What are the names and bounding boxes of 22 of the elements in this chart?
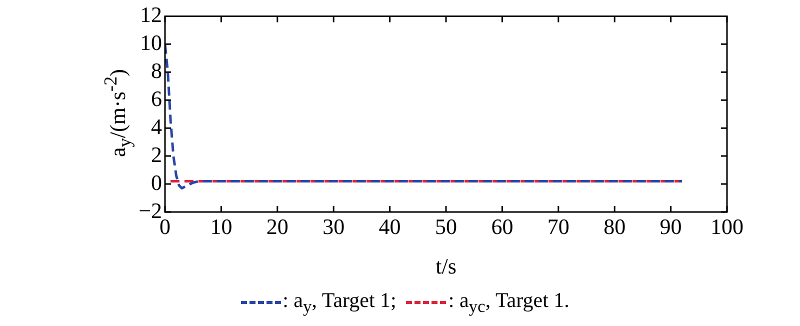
y-tick-label: 0 xyxy=(151,170,162,195)
line-series xyxy=(165,42,684,190)
x-tick-label: 100 xyxy=(710,214,744,239)
y-tick-label: 6 xyxy=(151,86,162,111)
y-tick-label: 10 xyxy=(140,30,162,55)
y-tick-label: 2 xyxy=(151,142,162,167)
x-tick-label: 40 xyxy=(378,214,401,239)
legend-label: : a$_{yc}$, Target 1. xyxy=(448,288,570,316)
x-axis-title: t/s xyxy=(436,254,456,279)
y-tick-label: 4 xyxy=(151,114,162,139)
x-tick-label: 50 xyxy=(435,214,457,239)
x-tick-label: 70 xyxy=(547,214,570,239)
y-tick-label: 8 xyxy=(151,58,162,83)
legend-label: : a$_{y}$, Target 1; xyxy=(282,288,396,316)
y-tick-label: 12 xyxy=(140,2,162,27)
x-tick-label: 90 xyxy=(660,214,682,239)
y-tick-label: −2 xyxy=(138,198,162,223)
x-tick-label: 20 xyxy=(266,214,288,239)
x-tick-label: 80 xyxy=(604,214,626,239)
x-tick-label: 30 xyxy=(322,214,345,239)
x-tick-label: 60 xyxy=(491,214,514,239)
x-tick-label: 10 xyxy=(210,214,232,239)
